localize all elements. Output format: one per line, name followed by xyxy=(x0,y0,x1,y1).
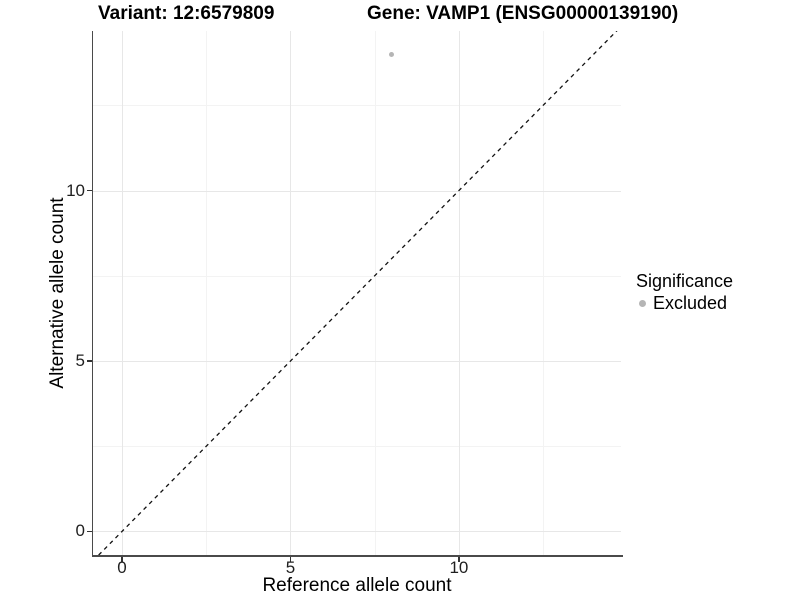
gridline-y-major xyxy=(93,531,621,533)
gridline-x-major xyxy=(458,31,460,555)
legend-title: Significance xyxy=(636,271,734,291)
x-axis-tick xyxy=(458,557,460,562)
x-axis-tick-label: 10 xyxy=(449,558,469,577)
gridline-y-minor xyxy=(93,446,621,448)
gridline-x-minor xyxy=(543,31,545,555)
plot-panel xyxy=(93,31,621,555)
legend-item-label: Excluded xyxy=(653,293,728,313)
gridline-x-major xyxy=(290,31,292,555)
y-axis-line xyxy=(91,31,94,557)
legend-key-dot xyxy=(639,299,646,307)
y-axis-tick-label: 5 xyxy=(75,351,85,370)
y-axis-tick xyxy=(87,360,92,362)
legend: Significance Excluded xyxy=(636,271,733,313)
gridline-x-minor xyxy=(206,31,208,555)
gridline-x-major xyxy=(121,31,123,555)
x-axis-tick xyxy=(121,557,123,562)
gridline-x-minor xyxy=(374,31,376,555)
plot-title-gene: Gene: VAMP1 (ENSG00000139190) xyxy=(367,3,679,24)
x-axis-title: Reference allele count xyxy=(262,575,452,596)
identity-line xyxy=(97,31,618,555)
y-axis-tick xyxy=(87,530,92,533)
gridline-y-minor xyxy=(93,275,621,277)
gridline-y-major xyxy=(93,190,621,192)
y-axis-tick-label: 0 xyxy=(75,521,85,541)
x-axis-line xyxy=(91,555,623,557)
y-axis-tick xyxy=(87,189,92,192)
plot-title-variant: Variant: 12:6579809 xyxy=(98,3,275,24)
x-axis-tick-label: 0 xyxy=(117,558,127,577)
data-point xyxy=(389,51,395,57)
x-axis-tick-label: 5 xyxy=(285,558,296,577)
gridline-y-minor xyxy=(93,105,621,107)
y-axis-title: Alternative allele count xyxy=(47,197,68,389)
gridline-y-major xyxy=(93,361,621,362)
y-axis-tick-label: 10 xyxy=(66,180,85,200)
x-axis-tick xyxy=(289,557,292,562)
legend-item-excluded: Excluded xyxy=(636,293,733,313)
